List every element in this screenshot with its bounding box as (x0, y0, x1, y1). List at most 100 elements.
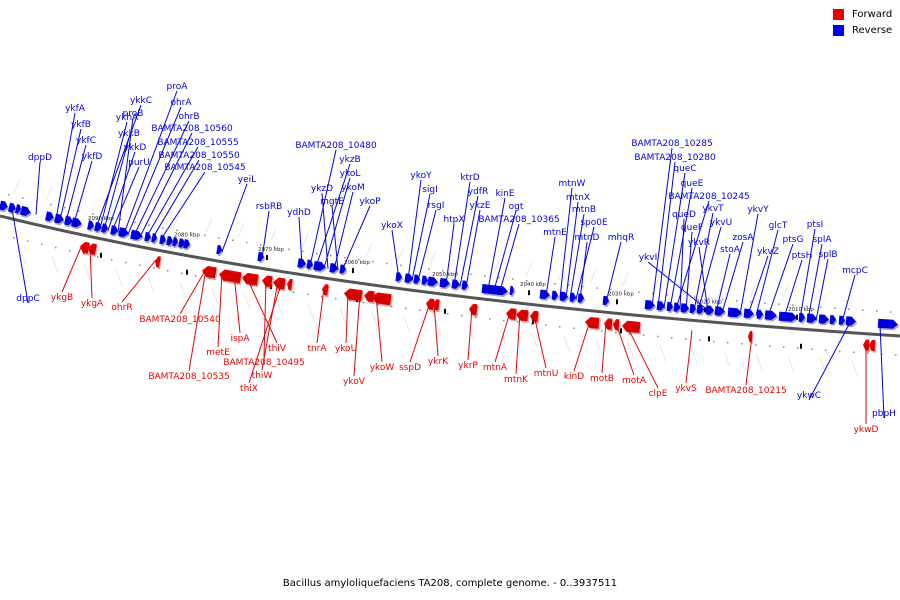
gene-shadow (323, 285, 330, 298)
tick-dot (293, 291, 295, 294)
gene-shape (673, 302, 680, 312)
gene-shape (130, 229, 143, 240)
gene-arrows (0, 200, 900, 353)
reverse-gene (829, 314, 838, 326)
leader-line (245, 275, 278, 344)
gene-label: ykwC (797, 391, 821, 401)
gene-shadow (434, 300, 441, 313)
reverse-gene (313, 260, 328, 273)
tick-dot (512, 278, 514, 280)
gene-shape (877, 318, 898, 329)
leader-line (815, 258, 829, 321)
gene-shadow (330, 264, 340, 275)
gene-shape (622, 320, 641, 333)
tick-dot (344, 256, 346, 259)
leader-line (494, 311, 511, 363)
gene-label: htpX (443, 215, 464, 225)
tick-dot (489, 318, 491, 320)
leader-line (569, 213, 585, 299)
gene-shadow (800, 314, 807, 324)
major-tick (708, 336, 710, 342)
leader-line (808, 322, 851, 401)
leader-line (61, 244, 83, 293)
gene-shadow (414, 276, 422, 286)
tick-dot (867, 352, 869, 354)
leader-line (59, 128, 82, 221)
tick-dot (895, 354, 897, 356)
scale-spoke (243, 293, 251, 310)
gene-label: ptsH (792, 251, 813, 261)
gene-label: ykoW (370, 363, 395, 373)
tick-dot (97, 256, 99, 258)
gene-shadow (314, 262, 328, 273)
leader-line (133, 120, 190, 236)
leader-line (417, 209, 437, 282)
leader-line (747, 255, 769, 316)
gene-shadow (690, 305, 698, 315)
tick-dot (260, 244, 262, 246)
reverse-gene (764, 310, 779, 322)
gene-label: ptsG (783, 235, 804, 245)
tick-dot (134, 221, 136, 224)
gene-shape (80, 241, 90, 254)
gene-label: thiV (268, 344, 287, 354)
tick-dot (400, 264, 402, 267)
forward-gene (155, 256, 163, 270)
forward-gene (372, 292, 393, 307)
gene-label: ykfD (82, 152, 103, 162)
gene-shadow (111, 227, 120, 237)
gene-shape (530, 310, 539, 323)
leader-line (651, 147, 673, 307)
gene-shape (71, 217, 82, 228)
reverse-gene (159, 234, 168, 247)
leader-line (331, 205, 339, 271)
forward-gene (469, 303, 479, 318)
tick-dot (624, 290, 626, 292)
leader-line (559, 187, 573, 298)
leader-line (715, 253, 731, 313)
leader-line (179, 268, 207, 315)
gene-shape (287, 278, 293, 291)
scale-spoke (275, 298, 283, 315)
gene-shape (764, 310, 777, 320)
reverse-gene (539, 289, 552, 301)
reverse-gene (45, 211, 55, 224)
tick-dot (223, 280, 225, 282)
major-tick (796, 314, 798, 320)
scale-label: 2030 kbp (608, 291, 634, 297)
tick-dot (797, 347, 799, 349)
gene-shadow (667, 303, 675, 313)
gene-shape (202, 265, 217, 279)
gene-shadow (55, 215, 65, 226)
gene-shape (577, 293, 584, 303)
leader-line (261, 210, 270, 259)
gene-shape (869, 339, 876, 352)
tick-dot (652, 292, 654, 295)
gene-shadow (697, 306, 706, 316)
major-tick (444, 308, 446, 314)
gene-label: ykoM (341, 183, 365, 193)
reverse-gene (680, 303, 691, 315)
gene-shape (14, 204, 21, 214)
gene-shadow (470, 305, 479, 318)
tick-dot (755, 344, 757, 346)
scale-spoke (19, 248, 27, 266)
gene-shape (364, 290, 375, 303)
leader-line (679, 218, 685, 310)
gene-shape (585, 316, 600, 329)
tick-dot (237, 282, 239, 284)
forward-gene (869, 339, 877, 353)
reverse-gene (110, 225, 120, 237)
scale-spoke (307, 303, 315, 320)
gene-shape (101, 223, 108, 233)
gene-shadow (820, 316, 831, 326)
scale-spoke (755, 353, 763, 370)
gene-shape (433, 299, 440, 311)
gene-shape (110, 225, 118, 235)
gene-shape (727, 307, 742, 318)
gene-label: sspD (399, 363, 421, 373)
gene-shape (602, 295, 609, 306)
gene-shape (426, 298, 435, 311)
tick-dot (862, 309, 864, 311)
